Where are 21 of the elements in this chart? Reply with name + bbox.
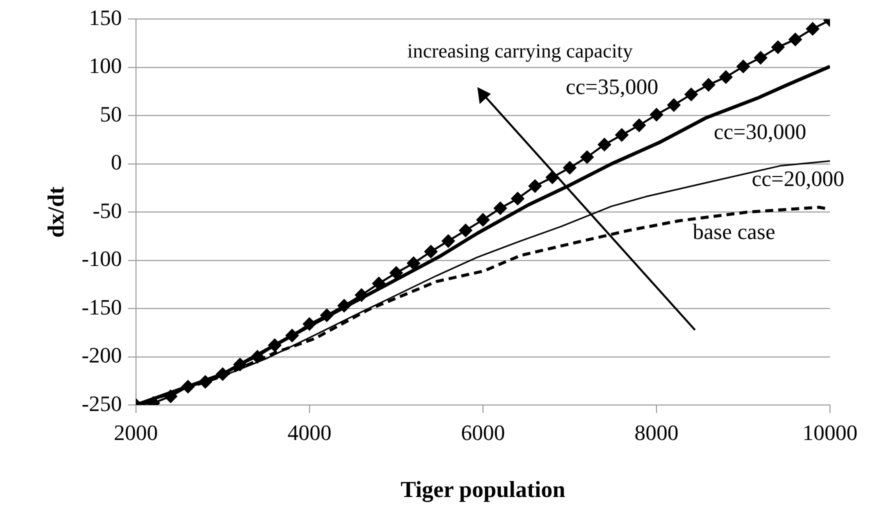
y-tick-label: -250 bbox=[82, 390, 122, 416]
y-tick-label: 150 bbox=[88, 4, 122, 30]
y-tick-label: -100 bbox=[82, 246, 122, 272]
y-tick-label: -50 bbox=[92, 198, 122, 223]
y-tick-label: 50 bbox=[100, 101, 122, 126]
y-tick-label: 0 bbox=[110, 150, 122, 175]
series-label: cc=30,000 bbox=[714, 118, 806, 144]
x-axis-title: Tiger population bbox=[400, 477, 566, 504]
x-tick-label: 2000 bbox=[114, 420, 158, 445]
series-label: cc=20,000 bbox=[752, 166, 844, 191]
y-tick-label: -150 bbox=[82, 294, 122, 320]
y-tick-label: 100 bbox=[88, 53, 122, 78]
series-label: cc=35,000 bbox=[566, 74, 658, 99]
x-tick-label: 4000 bbox=[287, 420, 332, 445]
series-label: base case bbox=[692, 218, 776, 244]
x-tick-label: 6000 bbox=[460, 420, 505, 445]
x-tick-label: 8000 bbox=[634, 420, 678, 445]
x-tick-label: 10000 bbox=[802, 420, 858, 445]
annotation: increasing carrying capacity bbox=[407, 40, 633, 62]
y-axis-title: dx/dt bbox=[44, 186, 69, 238]
y-tick-label: -200 bbox=[82, 342, 122, 368]
